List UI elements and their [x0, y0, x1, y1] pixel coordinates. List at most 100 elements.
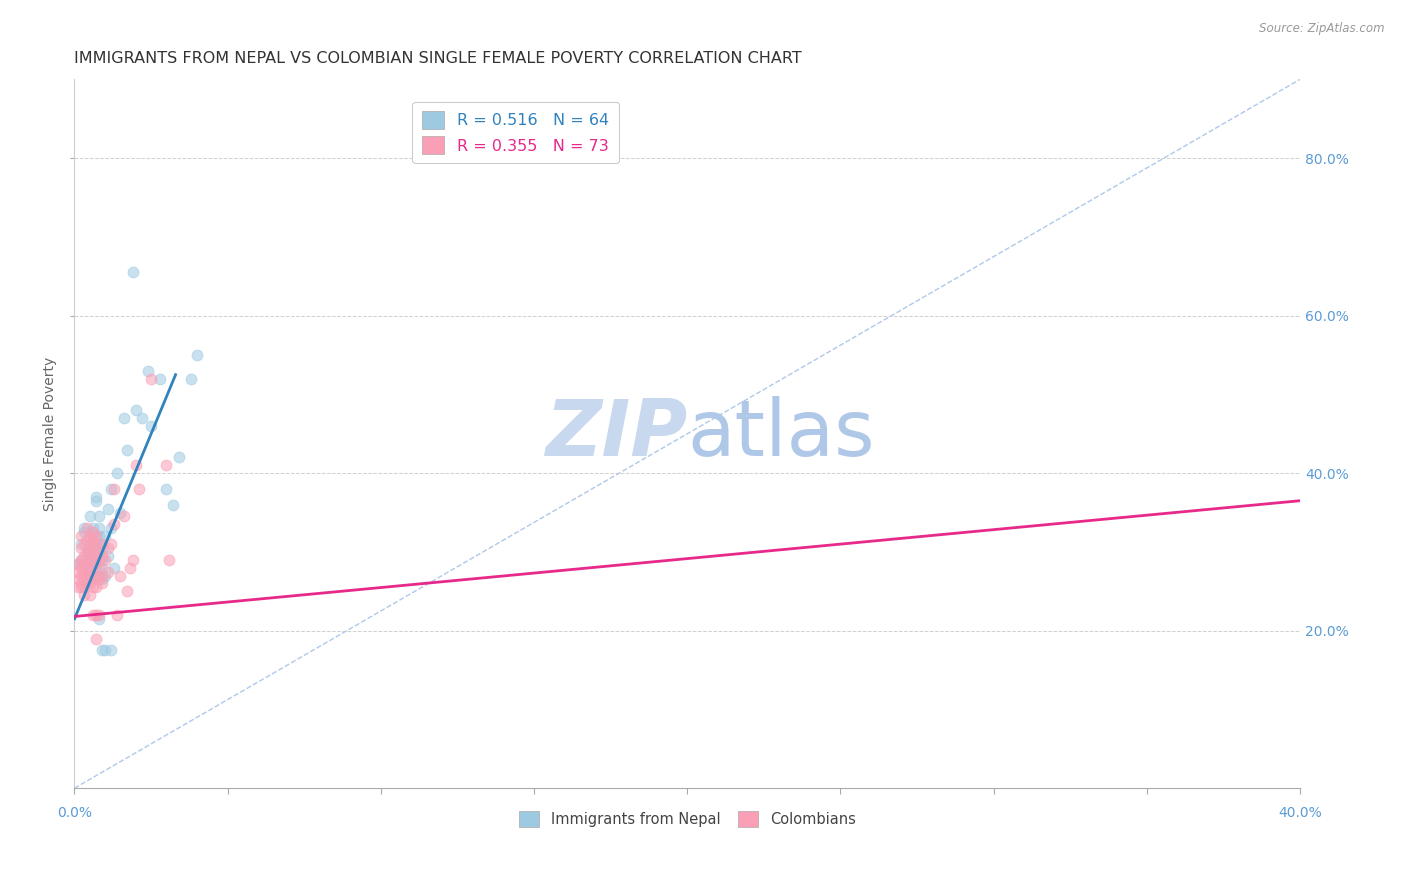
Point [97, 541, 120, 555]
Point [87, 560, 110, 574]
Point [79, 576, 101, 591]
Point [97, 501, 120, 516]
Point [79, 568, 101, 582]
Point [91, 568, 114, 582]
Point [66, 573, 89, 587]
Point [159, 553, 181, 567]
Point [91, 537, 114, 551]
Point [76, 545, 98, 559]
Point [100, 521, 122, 535]
Point [118, 560, 141, 574]
Point [66, 580, 89, 594]
Point [100, 643, 122, 657]
Point [97, 549, 120, 563]
Point [121, 553, 143, 567]
Point [84, 560, 107, 574]
Point [91, 643, 114, 657]
Point [76, 533, 98, 547]
Point [76, 521, 98, 535]
Point [82, 549, 104, 563]
Point [91, 573, 114, 587]
Point [110, 568, 132, 582]
Point [149, 371, 172, 385]
Point [76, 545, 98, 559]
Point [115, 584, 138, 599]
Point [112, 509, 135, 524]
Point [94, 553, 117, 567]
Point [84, 580, 107, 594]
Point [84, 537, 107, 551]
Point [82, 545, 104, 559]
Point [73, 580, 96, 594]
Point [82, 580, 104, 594]
Point [84, 529, 107, 543]
Point [131, 411, 153, 425]
Point [97, 565, 120, 579]
Point [155, 482, 177, 496]
Point [76, 560, 98, 574]
Point [84, 490, 107, 504]
Point [87, 537, 110, 551]
Point [79, 560, 101, 574]
Point [69, 557, 91, 571]
Point [87, 607, 110, 622]
Point [84, 607, 107, 622]
Point [69, 560, 91, 574]
Point [84, 549, 107, 563]
Point [167, 450, 190, 465]
Text: 0.0%: 0.0% [58, 805, 91, 820]
Point [79, 525, 101, 540]
Point [66, 565, 89, 579]
Point [79, 568, 101, 582]
Point [73, 588, 96, 602]
Point [82, 521, 104, 535]
Point [73, 565, 96, 579]
Text: Source: ZipAtlas.com: Source: ZipAtlas.com [1260, 22, 1385, 36]
Point [73, 557, 96, 571]
Point [82, 533, 104, 547]
Point [91, 549, 114, 563]
Point [103, 482, 125, 496]
Text: 40.0%: 40.0% [1278, 805, 1322, 820]
Point [84, 557, 107, 571]
Point [69, 553, 91, 567]
Point [94, 529, 117, 543]
Point [87, 573, 110, 587]
Point [110, 506, 132, 520]
Point [69, 576, 91, 591]
Point [115, 442, 138, 457]
Legend: Immigrants from Nepal, Colombians: Immigrants from Nepal, Colombians [512, 804, 863, 834]
Point [87, 545, 110, 559]
Point [76, 553, 98, 567]
Point [76, 576, 98, 591]
Point [76, 568, 98, 582]
Point [69, 541, 91, 555]
Point [69, 529, 91, 543]
Point [66, 557, 89, 571]
Point [73, 525, 96, 540]
Point [105, 607, 128, 622]
Point [79, 545, 101, 559]
Point [79, 588, 101, 602]
Point [94, 643, 117, 657]
Point [79, 573, 101, 587]
Text: IMMIGRANTS FROM NEPAL VS COLOMBIAN SINGLE FEMALE POVERTY CORRELATION CHART: IMMIGRANTS FROM NEPAL VS COLOMBIAN SINGL… [75, 51, 803, 66]
Point [79, 549, 101, 563]
Point [82, 529, 104, 543]
Point [186, 348, 208, 362]
Point [87, 521, 110, 535]
Point [87, 529, 110, 543]
Point [103, 560, 125, 574]
Point [125, 403, 148, 417]
Point [82, 553, 104, 567]
Point [79, 537, 101, 551]
Point [69, 553, 91, 567]
Point [91, 553, 114, 567]
Point [69, 537, 91, 551]
Point [87, 568, 110, 582]
Point [136, 364, 159, 378]
Text: atlas: atlas [688, 396, 875, 472]
Point [87, 509, 110, 524]
Point [82, 537, 104, 551]
Point [73, 537, 96, 551]
